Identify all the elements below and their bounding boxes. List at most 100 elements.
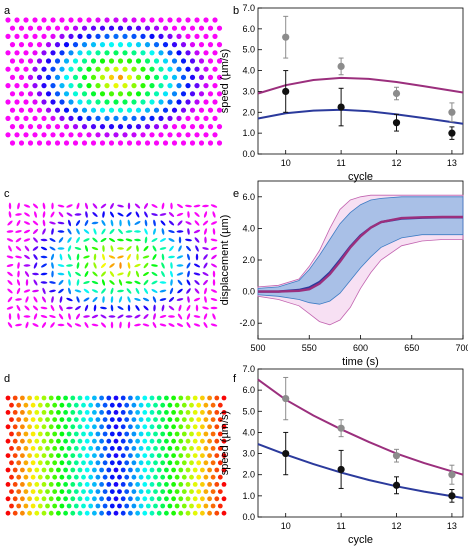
field-ellipse	[6, 264, 14, 267]
field-dot	[113, 66, 119, 72]
field-dot	[27, 510, 32, 516]
field-ellipse	[203, 262, 208, 269]
field-dot	[18, 91, 25, 97]
field-ellipse	[143, 203, 149, 209]
field-ellipse	[40, 272, 48, 276]
data-point	[392, 481, 401, 489]
field-dot	[72, 91, 79, 97]
field-dot	[73, 474, 79, 480]
field-dot	[77, 482, 83, 487]
field-dot	[153, 402, 158, 408]
field-ellipse	[194, 288, 200, 294]
field-dot	[203, 66, 209, 72]
field-dot	[181, 474, 187, 480]
field-ellipse	[134, 230, 141, 233]
field-ellipse	[125, 238, 133, 242]
field-dot	[192, 496, 198, 502]
field-ellipse	[176, 298, 184, 301]
field-dot	[164, 467, 169, 473]
field-ellipse	[7, 296, 13, 303]
field-ellipse	[33, 296, 38, 303]
field-dot	[120, 467, 126, 473]
field-dot	[77, 17, 83, 23]
field-ellipse	[109, 228, 115, 235]
field-dot	[41, 453, 47, 458]
field-dot	[167, 489, 173, 494]
field-dot	[92, 510, 97, 516]
field-ellipse	[85, 202, 88, 210]
field-dot	[41, 467, 47, 473]
field-dot	[156, 410, 162, 415]
field-ellipse	[32, 203, 39, 209]
field-dot	[138, 431, 144, 437]
field-dot	[194, 115, 200, 121]
field-dot	[122, 66, 128, 72]
field-ellipse	[151, 264, 158, 267]
field-dot	[171, 482, 177, 487]
field-dot	[9, 474, 14, 480]
field-ellipse	[134, 203, 141, 209]
field-dot	[189, 431, 194, 437]
field-ellipse	[134, 263, 141, 268]
field-ellipse	[50, 211, 55, 218]
field-dot	[214, 496, 220, 502]
field-dot	[90, 107, 97, 113]
field-dot	[127, 453, 133, 458]
field-dot	[109, 446, 115, 451]
field-ellipse	[57, 204, 65, 208]
field-dot	[156, 453, 162, 458]
field-ellipse	[51, 262, 54, 269]
field-dot	[99, 395, 104, 401]
field-ellipse	[176, 230, 184, 233]
field-dot	[194, 17, 200, 23]
field-dot	[135, 453, 141, 458]
field-dot	[92, 424, 97, 430]
field-ellipse	[142, 255, 150, 259]
field-dot	[50, 83, 56, 89]
field-dot	[221, 438, 227, 444]
field-dot	[131, 417, 137, 422]
field-ellipse	[193, 315, 201, 318]
field-dot	[23, 17, 29, 23]
field-dot	[63, 74, 70, 80]
field-dot	[95, 474, 101, 480]
field-ellipse	[84, 270, 89, 278]
field-ellipse	[134, 280, 141, 285]
field-dot	[135, 438, 141, 444]
field-ellipse	[195, 245, 199, 252]
field-dot	[216, 91, 223, 97]
y-tick-label: 0.0	[242, 287, 255, 297]
field-ellipse	[40, 246, 48, 251]
field-dot	[153, 474, 158, 480]
field-ellipse	[15, 255, 22, 259]
field-ellipse	[125, 315, 133, 318]
field-ellipse	[110, 296, 114, 303]
field-dot	[181, 503, 187, 509]
field-dot	[54, 107, 61, 113]
field-ellipse	[117, 212, 124, 217]
field-dot	[217, 460, 223, 466]
field-dot	[131, 33, 137, 40]
field-dot	[156, 424, 162, 430]
field-dot	[178, 438, 184, 444]
field-dot	[142, 395, 148, 401]
field-ellipse	[159, 298, 167, 301]
field-dot	[113, 496, 119, 502]
field-dot	[23, 66, 29, 72]
field-dot	[14, 99, 20, 105]
field-ellipse	[194, 237, 200, 243]
field-dot	[63, 91, 70, 97]
field-dot	[41, 66, 47, 72]
y-tick-label: 2.0	[242, 255, 255, 265]
data-point	[448, 108, 456, 116]
field-dot	[212, 115, 218, 121]
field-dot	[41, 99, 47, 105]
field-dot	[54, 25, 61, 31]
field-ellipse	[176, 264, 184, 267]
field-dot	[124, 402, 130, 408]
field-dot	[34, 453, 40, 458]
field-dot	[120, 410, 126, 415]
field-dot	[102, 417, 108, 422]
field-dot	[20, 424, 25, 430]
field-ellipse	[194, 280, 200, 285]
